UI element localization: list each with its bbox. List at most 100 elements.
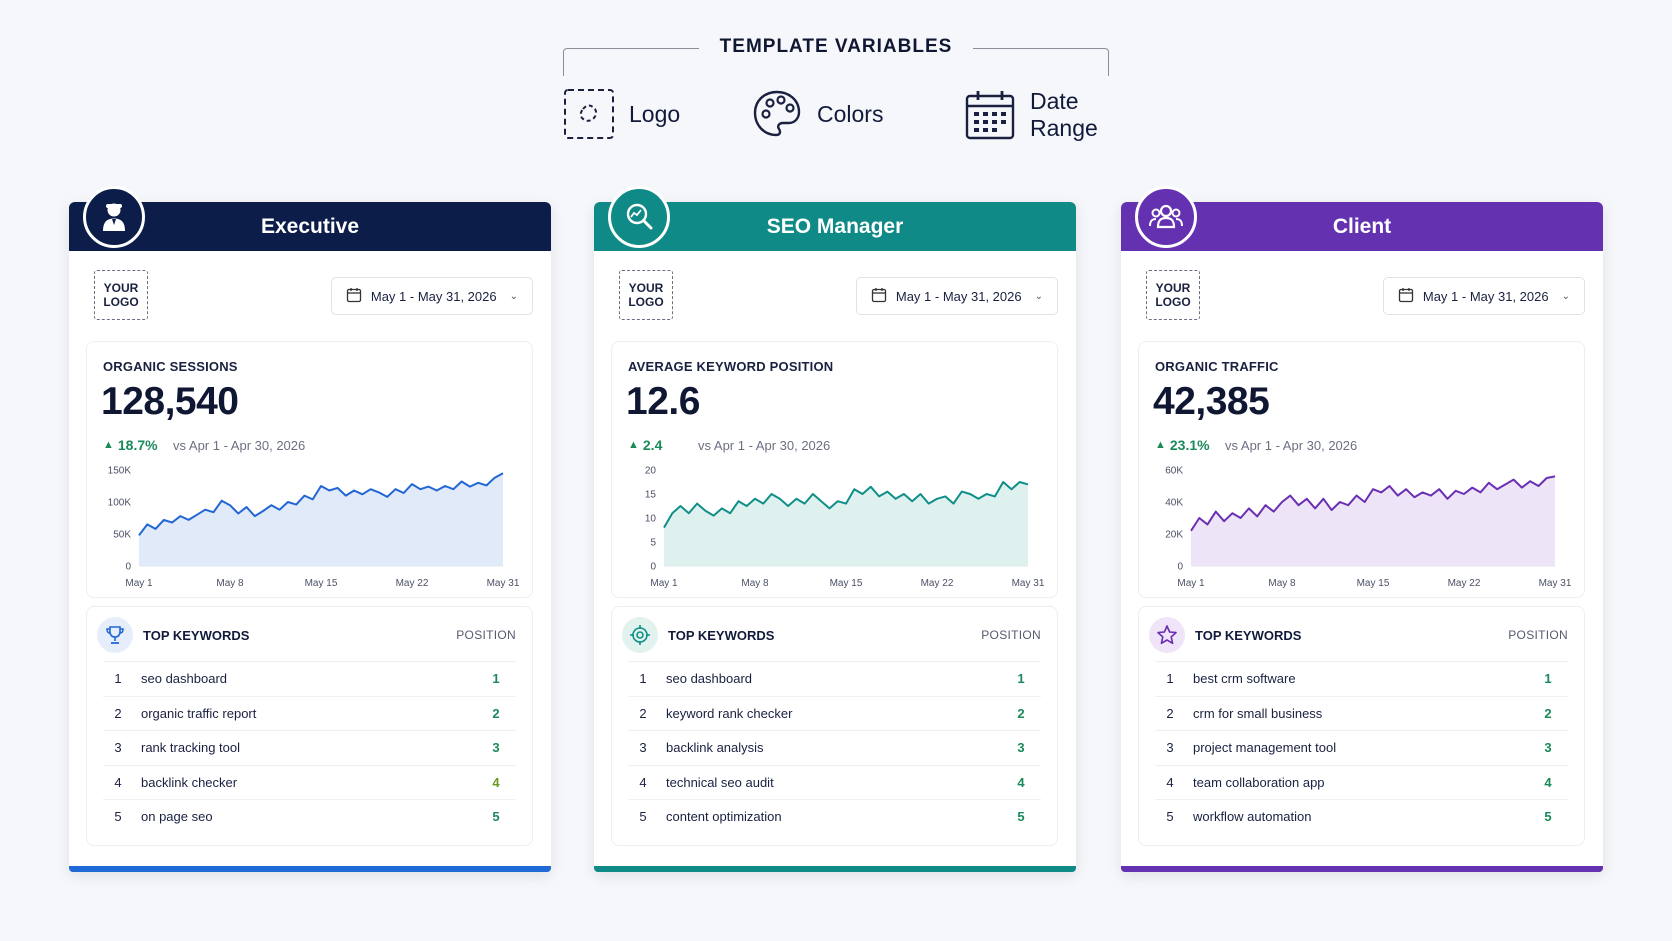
- keywords-list: 1 seo dashboard 1 2 keyword rank checker 2 3 ba…: [628, 661, 1041, 834]
- keyword-rank: 2: [114, 705, 122, 721]
- keyword-term: rank tracking tool: [141, 740, 240, 756]
- keyword-row[interactable]: 2 crm for small business 2: [1155, 695, 1568, 731]
- logo-line-2: LOGO: [103, 295, 139, 309]
- y-tick-label: 5: [650, 538, 656, 549]
- x-tick-label: May 31: [487, 578, 520, 589]
- keyword-row[interactable]: 1 seo dashboard 1: [628, 661, 1041, 696]
- y-tick-label: 0: [125, 562, 131, 573]
- keyword-position: 5: [1544, 809, 1552, 825]
- x-tick-label: May 8: [216, 578, 244, 589]
- keyword-rank: 3: [114, 740, 122, 756]
- chart-series-line: [1190, 475, 1556, 532]
- keywords-panel: TOP KEYWORDS POSITION 1 best crm software…: [1138, 606, 1585, 846]
- logo-line-1: YOUR: [628, 281, 664, 295]
- keyword-term: content optimization: [666, 809, 782, 825]
- template-variable-logo[interactable]: Logo: [563, 88, 680, 140]
- template-variable-colors-label: Colors: [817, 100, 884, 127]
- card-bottom-bar: [1121, 866, 1603, 872]
- keyword-rank: 2: [639, 705, 647, 721]
- x-tick-label: May 22: [396, 578, 429, 589]
- card-header: SEO Manager: [594, 202, 1076, 251]
- x-tick-label: May 22: [921, 578, 954, 589]
- keyword-term: team collaboration app: [1193, 774, 1325, 790]
- y-tick-label: 100K: [108, 498, 132, 509]
- keyword-position: 3: [1017, 740, 1025, 756]
- y-tick-label: 50K: [113, 530, 131, 541]
- dashed-logo-icon: [563, 88, 615, 140]
- y-tick-label: 150K: [108, 466, 132, 477]
- keyword-row[interactable]: 2 keyword rank checker 2: [628, 695, 1041, 731]
- date-range-dropdown[interactable]: May 1 - May 31, 2026 ⌄: [330, 277, 533, 315]
- seo-search-icon: [608, 186, 670, 248]
- triangle-up-icon: ▲: [103, 439, 114, 451]
- keyword-row[interactable]: 1 best crm software 1: [1155, 661, 1568, 696]
- keyword-term: on page seo: [141, 809, 213, 825]
- keyword-rank: 5: [1166, 809, 1174, 825]
- card-bottom-bar: [69, 866, 551, 872]
- chart-series-line: [138, 472, 504, 536]
- date-range-dropdown[interactable]: May 1 - May 31, 2026 ⌄: [855, 277, 1058, 315]
- keyword-row[interactable]: 5 on page seo 5: [103, 799, 516, 834]
- date-range-dropdown[interactable]: May 1 - May 31, 2026 ⌄: [1382, 277, 1585, 315]
- keyword-term: project management tool: [1193, 740, 1337, 756]
- keyword-term: crm for small business: [1193, 705, 1323, 721]
- keywords-list: 1 best crm software 1 2 crm for small busine…: [1155, 661, 1568, 834]
- trend-chart: 0 5 10 15 20 May 1 May 8 May 15 May 22 May 31: [645, 466, 1045, 590]
- x-tick-label: May 1: [125, 578, 153, 589]
- metric-compare: vs Apr 1 - Apr 30, 2026: [173, 438, 306, 453]
- keywords-title: TOP KEYWORDS: [1195, 627, 1302, 643]
- keyword-row[interactable]: 5 workflow automation 5: [1155, 799, 1568, 834]
- keyword-position: 3: [1544, 740, 1552, 756]
- keyword-term: organic traffic report: [141, 705, 257, 721]
- keyword-row[interactable]: 4 technical seo audit 4: [628, 764, 1041, 800]
- keyword-row[interactable]: 3 rank tracking tool 3: [103, 730, 516, 765]
- y-tick-label: 20: [645, 466, 657, 477]
- keyword-position: 4: [1017, 774, 1025, 790]
- logo-placeholder[interactable]: YOUR LOGO: [619, 270, 673, 320]
- template-variables-title: TEMPLATE VARIABLES: [719, 36, 953, 57]
- keyword-term: best crm software: [1193, 671, 1296, 687]
- logo-placeholder[interactable]: YOUR LOGO: [94, 270, 148, 320]
- template-variable-date-range[interactable]: Date Range: [964, 88, 1109, 142]
- triangle-up-icon: ▲: [628, 439, 639, 451]
- x-tick-label: May 31: [1012, 578, 1045, 589]
- chart-series-line: [663, 481, 1029, 529]
- chart-area-fill: [664, 482, 1028, 566]
- keyword-rank: 5: [639, 809, 647, 825]
- calendar-small-icon: [346, 287, 362, 306]
- keyword-row[interactable]: 1 seo dashboard 1: [103, 661, 516, 696]
- keywords-panel: TOP KEYWORDS POSITION 1 seo dashboard 1 2 ke…: [611, 606, 1058, 846]
- keyword-row[interactable]: 4 backlink checker 4: [103, 764, 516, 800]
- keywords-title: TOP KEYWORDS: [143, 627, 250, 643]
- x-tick-label: May 8: [741, 578, 769, 589]
- keyword-position: 2: [1017, 705, 1025, 721]
- template-variable-logo-label: Logo: [629, 100, 681, 127]
- bracket-left: [563, 48, 699, 76]
- keyword-rank: 2: [1166, 705, 1174, 721]
- metric-label: ORGANIC TRAFFIC: [1155, 359, 1279, 374]
- logo-placeholder[interactable]: YOUR LOGO: [1146, 270, 1200, 320]
- keyword-term: keyword rank checker: [666, 705, 793, 721]
- keywords-list: 1 seo dashboard 1 2 organic traffic report 2 3…: [103, 661, 516, 834]
- keyword-rank: 4: [1166, 774, 1174, 790]
- card-header: Client: [1121, 202, 1603, 251]
- position-header: POSITION: [1508, 628, 1568, 642]
- keyword-row[interactable]: 3 project management tool 3: [1155, 730, 1568, 765]
- keyword-position: 1: [1017, 671, 1025, 687]
- x-tick-label: May 8: [1268, 578, 1296, 589]
- keyword-row[interactable]: 2 organic traffic report 2: [103, 695, 516, 731]
- chart-area-fill: [1191, 476, 1555, 566]
- template-variable-colors[interactable]: Colors: [751, 88, 883, 140]
- keyword-rank: 1: [639, 671, 647, 687]
- logo-line-1: YOUR: [103, 281, 139, 295]
- star-icon: [1149, 617, 1185, 653]
- keyword-rank: 5: [114, 809, 122, 825]
- keywords-panel: TOP KEYWORDS POSITION 1 seo dashboard 1 2 or…: [86, 606, 533, 846]
- y-tick-label: 15: [645, 490, 657, 501]
- card-client: Client YOUR LOGO May 1 - May 31, 2026 ⌄ …: [1121, 186, 1603, 872]
- metric-compare: vs Apr 1 - Apr 30, 2026: [1225, 438, 1358, 453]
- client-group-icon: [1135, 186, 1197, 248]
- keyword-row[interactable]: 5 content optimization 5: [628, 799, 1041, 834]
- keyword-row[interactable]: 3 backlink analysis 3: [628, 730, 1041, 765]
- keyword-row[interactable]: 4 team collaboration app 4: [1155, 764, 1568, 800]
